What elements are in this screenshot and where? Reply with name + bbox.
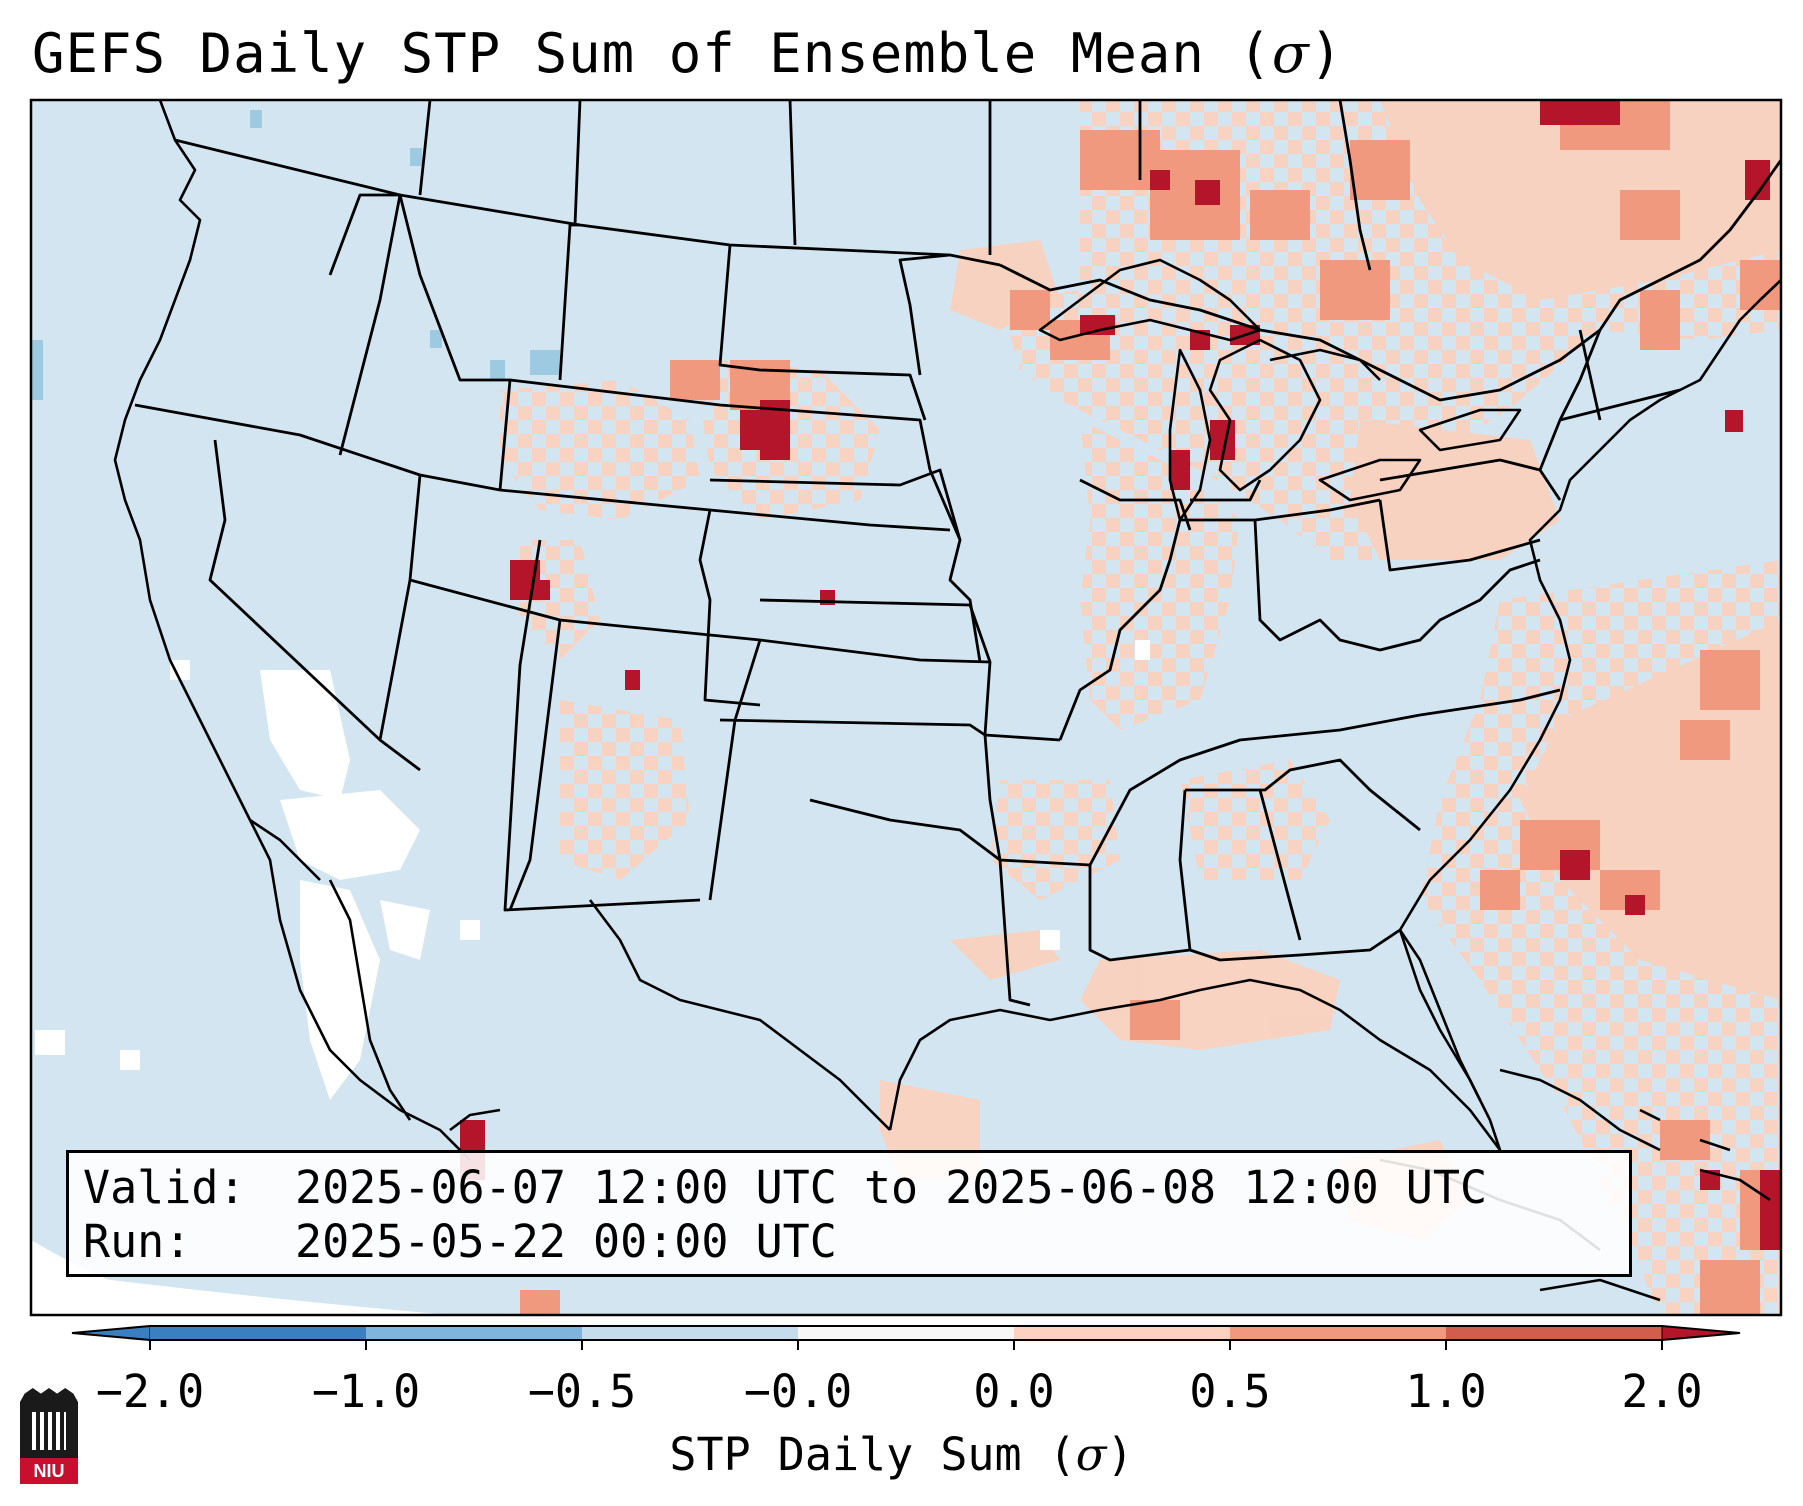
colorbar-tick-label: 1.0 [1405, 1365, 1487, 1418]
colorbar-label: STP Daily Sum (σ) [669, 1428, 1134, 1481]
anomaly-field-neutral [35, 640, 1150, 1100]
chart-title: GEFS Daily STP Sum of Ensemble Mean (σ) [32, 22, 1344, 85]
colorbar-tick-label: 0.0 [973, 1365, 1055, 1418]
run-line: Run: 2025-05-22 00:00 UTC [83, 1215, 837, 1268]
colorbar-tick-label: −0.5 [527, 1365, 637, 1418]
niu-logo: NIU [20, 1388, 78, 1488]
valid-line: Valid: 2025-06-07 12:00 UTC to 2025-06-08… [83, 1161, 1488, 1214]
niu-logo-text: NIU [20, 1458, 78, 1484]
map-frame [29, 98, 1783, 1317]
colorbar-tick-label: −0.0 [743, 1365, 853, 1418]
anomaly-field-negative [31, 110, 560, 400]
valid-run-info-box: Valid: 2025-06-07 12:00 UTC to 2025-06-08… [66, 1150, 1632, 1277]
state-borders [134, 100, 1781, 1007]
colorbar-tick-label: −2.0 [95, 1365, 205, 1418]
colorbar-tick-label: 2.0 [1621, 1365, 1703, 1418]
colorbar-tick-label: −1.0 [311, 1365, 421, 1418]
colorbar-tick-label: 0.5 [1189, 1365, 1271, 1418]
